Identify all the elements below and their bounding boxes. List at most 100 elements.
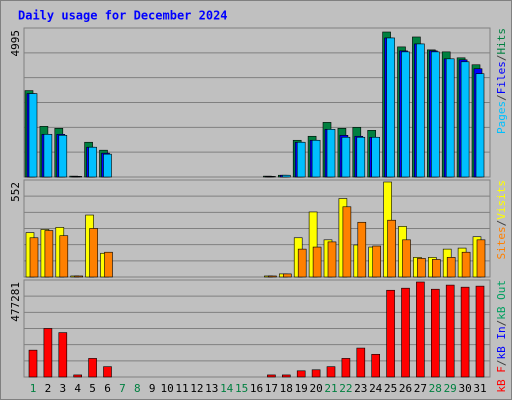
bar <box>89 228 98 278</box>
legend: kB F/kB In/kB Out <box>495 280 508 393</box>
bar <box>401 287 410 378</box>
x-tick-label: 24 <box>369 382 383 395</box>
legend-entry: kB F <box>495 366 508 393</box>
x-tick-label: 26 <box>399 382 412 395</box>
x-tick-label: 19 <box>295 382 308 395</box>
bar <box>58 134 68 178</box>
x-tick-label: 9 <box>149 382 156 395</box>
bar <box>445 284 455 378</box>
y-tick-label: 552 <box>9 182 22 202</box>
bar <box>401 51 410 178</box>
bar <box>476 239 486 278</box>
x-tick-label: 14 <box>220 382 234 395</box>
bar <box>29 237 39 278</box>
bar <box>430 51 440 178</box>
y-tick-label: 477281 <box>9 282 22 322</box>
bar <box>460 61 470 178</box>
bar <box>475 285 485 378</box>
bar <box>296 141 306 178</box>
bar <box>73 176 82 178</box>
legend-separator: / <box>495 320 508 327</box>
bar <box>267 176 276 178</box>
legend-separator: / <box>495 55 508 62</box>
bar <box>311 139 321 178</box>
bar <box>282 273 292 278</box>
x-tick-label: 27 <box>414 382 427 395</box>
x-tick-label: 5 <box>89 382 96 395</box>
legend-entry: Files <box>495 61 508 94</box>
bar <box>386 289 395 378</box>
legend-separator: / <box>495 94 508 101</box>
x-tick-label: 21 <box>324 382 337 395</box>
bar <box>327 241 337 278</box>
bar <box>445 58 455 178</box>
x-tick-label: 12 <box>190 382 203 395</box>
x-tick-label: 18 <box>280 382 293 395</box>
x-tick-label: 13 <box>205 382 218 395</box>
x-tick-label: 16 <box>250 382 263 395</box>
bar <box>311 369 321 378</box>
x-tick-label: 7 <box>119 382 126 395</box>
x-tick-label: 25 <box>384 382 397 395</box>
x-tick-label: 31 <box>473 382 486 395</box>
bar <box>356 136 366 178</box>
bar <box>268 275 277 278</box>
bar <box>103 366 112 378</box>
x-tick-label: 28 <box>429 382 442 395</box>
bar <box>475 73 485 178</box>
bar <box>326 366 336 378</box>
bar <box>341 358 351 378</box>
x-tick-label: 23 <box>354 382 367 395</box>
bar <box>28 93 38 178</box>
legend-entry: Visits <box>495 180 508 220</box>
bar <box>386 37 395 178</box>
bar <box>297 248 307 278</box>
x-tick-label: 30 <box>458 382 471 395</box>
legend-entry: Sites <box>495 226 508 259</box>
bar <box>371 353 381 378</box>
x-tick-label: 6 <box>104 382 111 395</box>
bar <box>43 133 53 178</box>
bar <box>461 251 471 278</box>
legend-entry: Hits <box>495 28 508 55</box>
x-tick-label: 22 <box>339 382 352 395</box>
bar <box>341 136 351 178</box>
x-tick-label: 4 <box>74 382 81 395</box>
bar <box>74 275 83 278</box>
bar <box>281 374 291 378</box>
bar <box>296 370 306 378</box>
y-tick-label: 4995 <box>9 30 22 57</box>
bar <box>88 358 97 378</box>
x-tick-label: 15 <box>235 382 248 395</box>
bar <box>387 219 396 278</box>
x-tick-label: 17 <box>265 382 278 395</box>
bar <box>372 245 382 278</box>
bar <box>417 258 426 278</box>
bar <box>446 257 456 278</box>
chart-title: Daily usage for December 2024 <box>18 9 228 23</box>
x-tick-label: 20 <box>309 382 322 395</box>
bar <box>104 251 113 278</box>
bar <box>342 206 352 278</box>
x-tick-label: 1 <box>30 382 37 395</box>
x-tick-label: 8 <box>134 382 141 395</box>
bar <box>357 221 367 278</box>
bar <box>88 146 97 178</box>
x-tick-label: 3 <box>59 382 66 395</box>
bar <box>267 374 276 378</box>
x-tick-label: 11 <box>175 382 188 395</box>
legend-entry: kB Out <box>495 280 508 320</box>
bar <box>28 349 38 378</box>
bar <box>326 129 336 178</box>
bar <box>430 288 440 378</box>
bar <box>416 281 425 378</box>
legend-separator: / <box>495 360 508 367</box>
bar <box>103 153 112 178</box>
bar <box>356 347 366 378</box>
bar <box>371 136 381 178</box>
bar <box>44 230 54 278</box>
bar <box>58 332 68 378</box>
legend: Pages/Files/Hits <box>495 28 508 134</box>
x-tick-label: 2 <box>45 382 52 395</box>
